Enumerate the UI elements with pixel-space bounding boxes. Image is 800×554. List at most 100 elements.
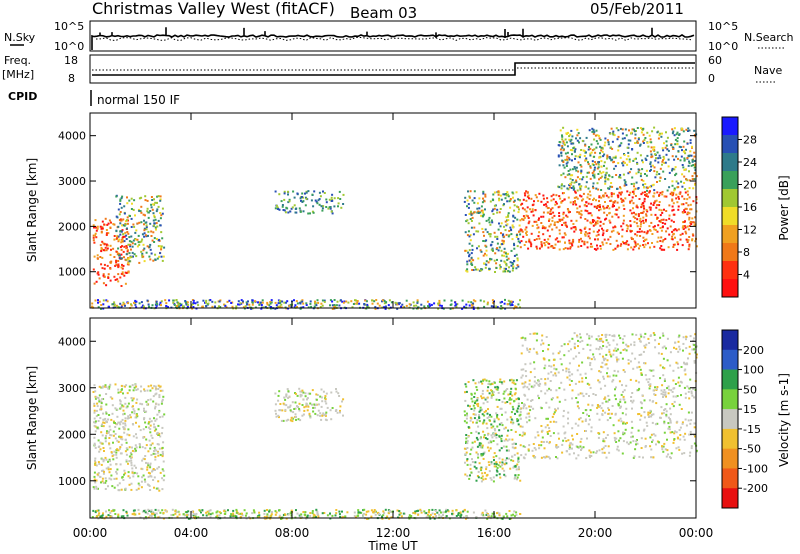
echo-point (140, 486, 143, 489)
echo-point (675, 172, 678, 175)
echo-point (688, 162, 691, 165)
echo-point (540, 222, 543, 224)
echo-point (683, 386, 686, 389)
echo-point (683, 150, 686, 153)
echo-point (599, 176, 602, 179)
echo-point (101, 256, 104, 259)
echo-point (695, 245, 698, 248)
echo-point (649, 412, 652, 415)
echo-point (571, 241, 574, 244)
echo-point (465, 421, 468, 424)
echo-point (508, 234, 511, 237)
echo-point (681, 422, 684, 425)
echo-point (470, 432, 473, 434)
echo-point (97, 301, 99, 304)
echo-point (495, 463, 498, 465)
echo-point (113, 256, 116, 258)
echo-point (654, 386, 656, 389)
echo-point (484, 193, 487, 196)
echo-point (128, 455, 131, 458)
echo-point (588, 129, 591, 132)
echo-point (219, 299, 222, 302)
echo-point (93, 409, 96, 412)
echo-point (546, 389, 549, 392)
echo-point (589, 344, 592, 347)
echo-point (224, 304, 227, 307)
echo-point (94, 219, 97, 222)
echo-point (676, 395, 679, 397)
echo-point (289, 404, 292, 407)
echo-point (503, 397, 506, 400)
echo-point (470, 471, 473, 474)
echo-point (634, 195, 637, 197)
echo-point (466, 414, 469, 417)
echo-point (672, 191, 675, 194)
echo-point (511, 263, 514, 266)
echo-point (526, 398, 529, 401)
echo-point (576, 445, 579, 448)
echo-point (93, 421, 95, 424)
echo-point (495, 455, 498, 458)
echo-point (591, 160, 594, 163)
echo-point (294, 392, 297, 395)
echo-point (270, 299, 273, 302)
echo-point (509, 416, 512, 419)
echo-point (100, 227, 103, 230)
echo-point (637, 171, 640, 174)
echo-point (157, 195, 160, 198)
echo-point (499, 225, 502, 228)
echo-point (592, 356, 595, 359)
echo-point (110, 221, 112, 224)
echo-point (154, 405, 157, 408)
echo-point (103, 243, 106, 246)
echo-point (622, 395, 625, 398)
echo-point (104, 481, 107, 484)
echo-point (582, 149, 585, 152)
echo-point (649, 229, 652, 232)
echo-point (532, 443, 535, 445)
echo-point (615, 213, 618, 216)
echo-point (134, 301, 137, 304)
echo-point (560, 218, 563, 221)
echo-point (513, 209, 516, 212)
echo-point (611, 185, 614, 188)
echo-point (654, 213, 657, 216)
echo-point (628, 171, 631, 174)
echo-point (117, 515, 120, 518)
echo-point (573, 347, 576, 350)
echo-point (447, 510, 450, 513)
echo-point (507, 257, 510, 260)
echo-point (601, 366, 604, 369)
echo-point (279, 301, 282, 304)
echo-point (564, 176, 567, 179)
echo-point (589, 147, 592, 150)
echo-point (608, 398, 611, 401)
echo-point (550, 199, 553, 202)
echo-point (595, 187, 598, 190)
echo-point (484, 252, 486, 255)
echo-point (622, 349, 625, 351)
echo-point (639, 154, 642, 157)
echo-point (117, 421, 120, 424)
echo-point (582, 192, 585, 195)
echo-point (695, 356, 698, 359)
echo-point (279, 403, 282, 405)
echo-point (663, 431, 666, 434)
echo-point (586, 210, 589, 213)
echo-point (470, 213, 473, 216)
echo-point (118, 421, 121, 424)
echo-point (521, 336, 524, 339)
echo-point (475, 268, 478, 271)
echo-point (626, 227, 629, 230)
echo-point (94, 234, 96, 237)
echo-point (582, 176, 585, 179)
echo-point (320, 405, 323, 408)
echo-point (507, 215, 510, 218)
beam-label: Beam 03 (350, 4, 417, 22)
echo-point (281, 205, 284, 208)
echo-point (652, 183, 655, 186)
echo-point (476, 397, 479, 400)
echo-point (492, 301, 495, 304)
echo-point (557, 352, 560, 355)
echo-point (642, 210, 645, 213)
